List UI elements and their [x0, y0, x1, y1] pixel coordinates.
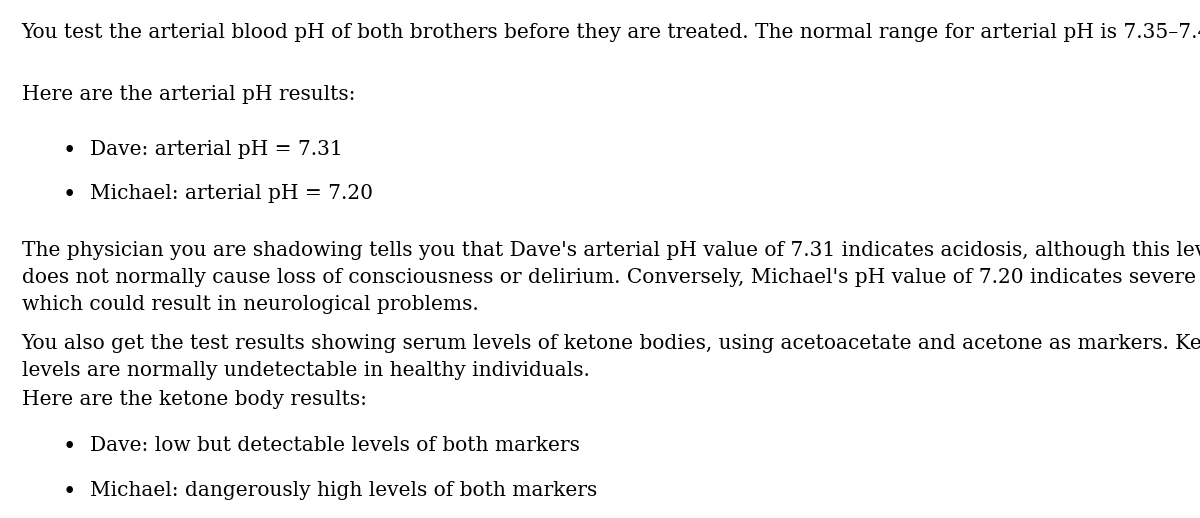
Text: •: •: [62, 481, 76, 502]
Text: The physician you are shadowing tells you that Dave's arterial pH value of 7.31 : The physician you are shadowing tells yo…: [22, 241, 1200, 314]
Text: Michael: arterial pH = 7.20: Michael: arterial pH = 7.20: [90, 184, 373, 203]
Text: You also get the test results showing serum levels of ketone bodies, using aceto: You also get the test results showing se…: [22, 334, 1200, 380]
Text: •: •: [62, 140, 76, 162]
Text: •: •: [62, 184, 76, 206]
Text: You test the arterial blood pH of both brothers before they are treated. The nor: You test the arterial blood pH of both b…: [22, 23, 1200, 42]
Text: Here are the ketone body results:: Here are the ketone body results:: [22, 390, 367, 409]
Text: Dave: arterial pH = 7.31: Dave: arterial pH = 7.31: [90, 140, 343, 159]
Text: •: •: [62, 436, 76, 458]
Text: Here are the arterial pH results:: Here are the arterial pH results:: [22, 85, 355, 105]
Text: Michael: dangerously high levels of both markers: Michael: dangerously high levels of both…: [90, 481, 598, 500]
Text: Dave: low but detectable levels of both markers: Dave: low but detectable levels of both …: [90, 436, 580, 455]
